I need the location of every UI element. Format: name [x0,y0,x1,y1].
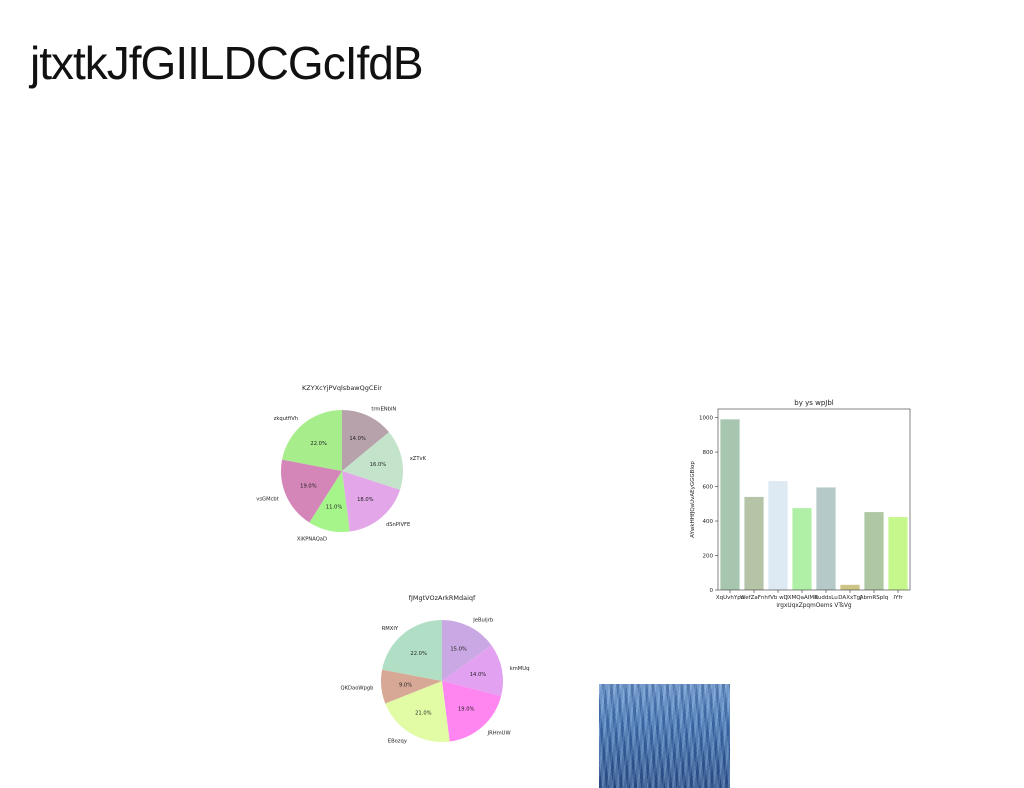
x-tick-label: WefZaFnh [740,595,768,601]
pie-title: fJMgtVOzArkRMdaiqf [409,594,476,602]
x-axis-label: irgxUqxZpqmOems VTsVg [776,603,852,609]
pie-value-label: 14.0% [470,672,487,678]
pie-category-label: vsGMcbt [256,496,278,502]
bar-chart: by ys wpJbl 0 200 400 600 800 1000 XqUvhYpoWefZ… [690,399,911,609]
bar [720,419,740,590]
y-tick-label: 800 [703,450,714,456]
y-tick-label: 200 [703,554,714,560]
x-tick-label: JXMQaAIMB [785,595,818,601]
bar-title: by ys wpJbl [794,399,834,407]
x-tick-label: fVb wD [768,595,788,601]
pie-value-label: 21.0% [415,711,432,717]
x-tick-label: AbmRSplq [860,595,888,601]
pie-category-label: XiKPNAQaD [297,536,327,542]
y-axis-label: AYwkHHfJQaUvAEyGGGBlop [690,461,696,538]
pie-category-label: RMXIY [382,626,399,632]
pie-slice [442,645,503,697]
pie-slice [442,681,502,742]
bar [888,517,908,590]
bar [744,496,764,590]
pie-chart-2: fJMgtVOzArkRMdaiqf 15.0% JeBuljrb 14.0% kmMU… [341,594,530,744]
pie-slice [282,410,342,471]
page-title: jtxtkJfGIILDCGcIfdB [30,37,424,89]
pie-slice [342,410,390,471]
pie-category-label: dSnPIVFE [386,522,410,528]
pie-category-label: kmMUqLVPE [510,666,530,672]
y-tick-label: 0 [710,588,714,594]
pie-slice [309,471,350,532]
x-tick-label: XqUvhYpo [716,595,745,601]
bar [864,512,884,590]
pie-value-label: 9.0% [399,682,412,688]
pie-category-label: JeBuljrb [472,618,494,624]
pie-value-label: 22.0% [310,441,327,447]
x-tick-label: DAXxTgJ [838,595,862,601]
pie-category-label: trmENblN [371,407,396,413]
pie-slice [281,459,342,523]
pie-category-label: zkqutfiVh [274,416,298,422]
x-tick-label: IYfr [893,595,903,601]
pie-value-label: 11.0% [326,505,343,511]
pie-category-label: JRHmUW [487,731,511,737]
y-tick-label: 1000 [699,416,713,422]
pie-slice [342,471,401,532]
pie-slice [342,432,403,490]
pie-category-label: xZTvK [410,456,427,462]
pie-value-label: 22.0% [410,651,427,657]
water-photo [599,684,730,788]
bar [816,487,836,590]
pie-value-label: 18.0% [357,497,374,503]
pie-slice [442,620,492,681]
pie-value-label: 19.0% [458,706,475,712]
bar [768,481,788,590]
pie-slice [381,669,442,704]
pie-value-label: 15.0% [450,646,467,652]
y-tick-label: 600 [703,485,714,491]
plot-frame [717,408,911,591]
pie-slice [385,681,450,742]
pie-value-label: 16.0% [370,462,387,468]
bar [792,508,812,590]
pie-value-label: 19.0% [300,484,317,490]
pie-value-label: 14.0% [349,436,366,442]
pie-category-label: QKDaoWpgb [341,685,375,691]
pie-slice [382,620,442,681]
pie-title: KZYXcYjPVqlsbawQgCEir [302,384,382,392]
pie-category-label: EBozqy [388,738,407,744]
x-tick-label: RuddsLu [814,595,837,601]
y-tick-label: 400 [703,519,714,525]
bar [840,584,860,590]
pie-chart-1: KZYXcYjPVqlsbawQgCEir 14.0% trmENblN 16.0% x… [256,384,427,542]
